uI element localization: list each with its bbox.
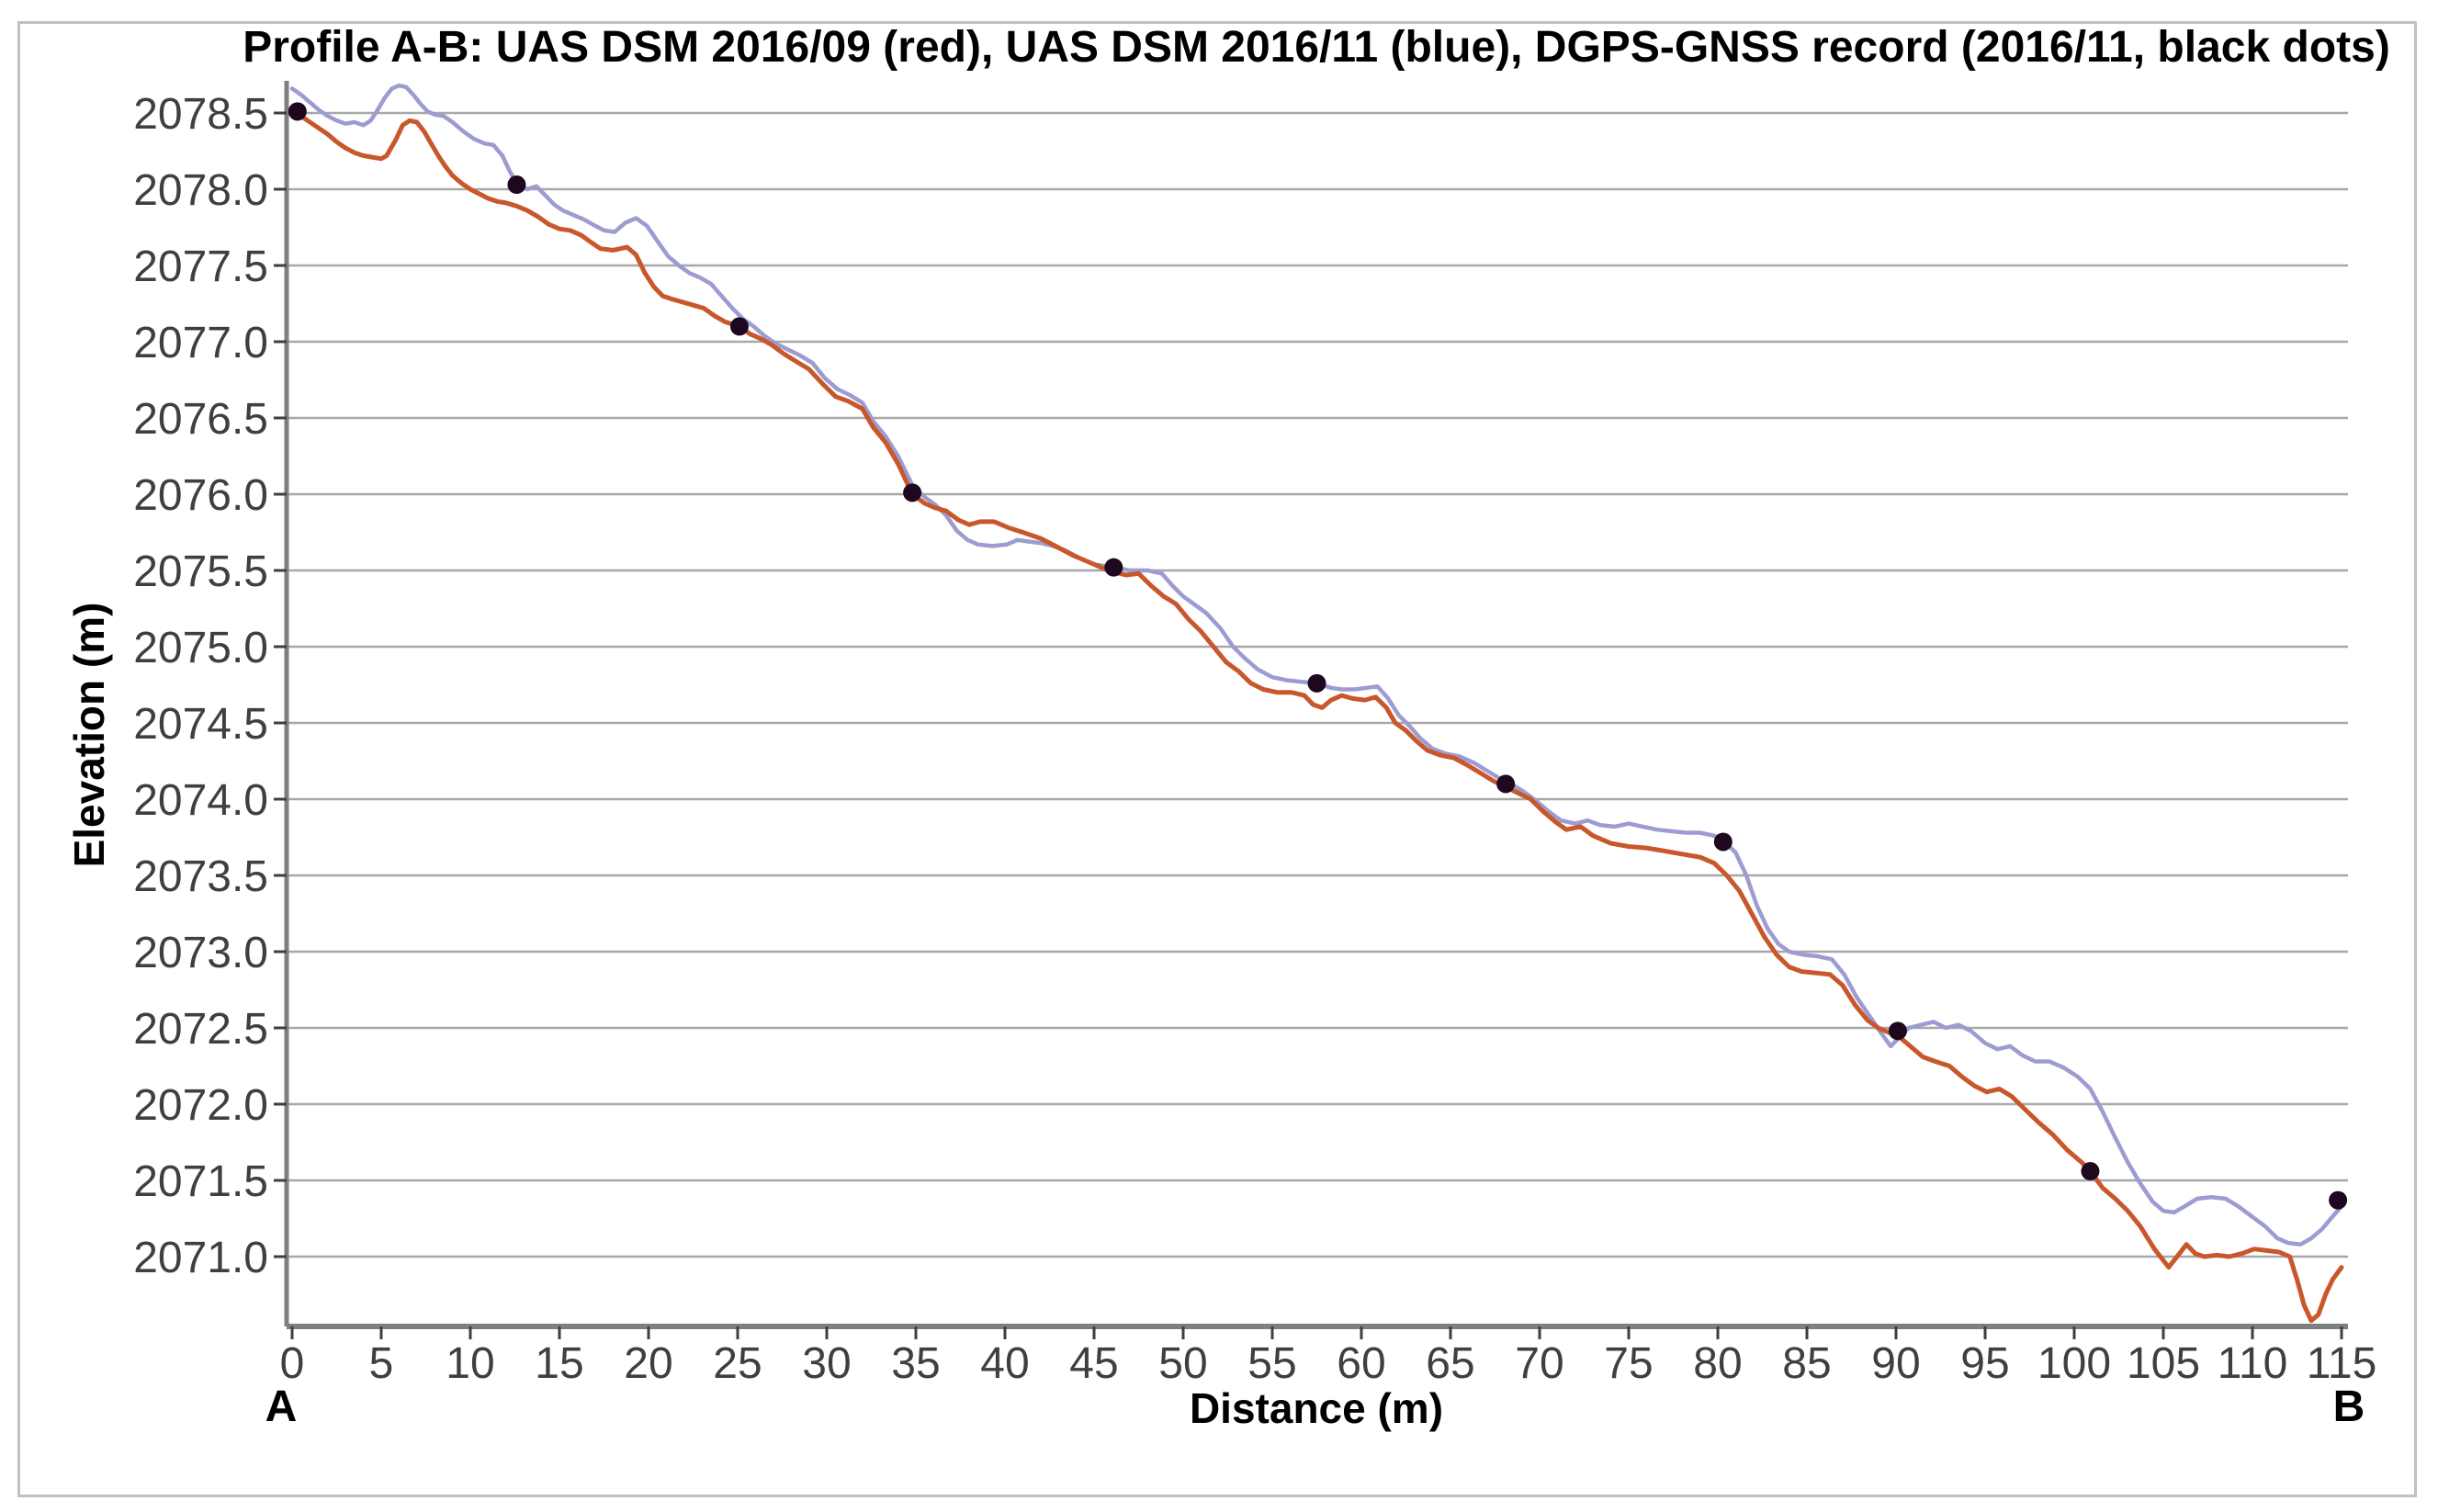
chart-border [17, 21, 2417, 1497]
x-tick-label: 30 [802, 1339, 851, 1388]
y-tick-label: 2072.5 [133, 1005, 268, 1054]
x-tick-label: 20 [624, 1339, 672, 1388]
x-tick-label: 75 [1604, 1339, 1653, 1388]
gnss-dot [1888, 1021, 1907, 1041]
gridlines-group [287, 111, 2348, 1258]
x-tick-label: 85 [1782, 1339, 1831, 1388]
x-tick-label: 40 [980, 1339, 1029, 1388]
y-tick-label: 2075.0 [133, 624, 268, 672]
endpoint-a-label: A [265, 1382, 298, 1431]
x-tick-label: 60 [1337, 1339, 1385, 1388]
y-tick-label: 2078.5 [133, 90, 268, 139]
y-tick-label: 2074.0 [133, 776, 268, 825]
tick-marks-group [274, 111, 2343, 1339]
endpoint-b-label: B [2332, 1382, 2365, 1431]
x-tick-label: 105 [2127, 1339, 2200, 1388]
gnss-dots-group [288, 102, 2348, 1210]
y-tick-label: 2077.5 [133, 243, 268, 291]
gnss-dot [1307, 673, 1326, 693]
y-tick-label: 2078.0 [133, 166, 268, 215]
x-tick-label: 45 [1069, 1339, 1118, 1388]
x-tick-label: 110 [2218, 1339, 2288, 1388]
x-tick-label: 70 [1515, 1339, 1563, 1388]
x-tick-label: 115 [2307, 1339, 2377, 1388]
x-tick-labels: 0 5 10 15 20 25 30 35 40 45 50 55 60 65 70 75 80 85 90 95 10… [280, 1339, 2377, 1388]
x-tick-label: 25 [713, 1339, 762, 1388]
chart-title: Profile A-B: UAS DSM 2016/09 (red), UAS … [243, 23, 2390, 72]
x-tick-label: 95 [1960, 1339, 2009, 1388]
gnss-dot [1496, 774, 1516, 794]
x-tick-label: 55 [1247, 1339, 1296, 1388]
x-tick-label: 100 [2037, 1339, 2111, 1388]
gnss-dot [288, 102, 307, 121]
gnss-dot [1104, 558, 1123, 577]
gnss-dot [1713, 832, 1733, 852]
axes-group [284, 81, 2348, 1329]
x-tick-label: 5 [369, 1339, 394, 1388]
y-tick-label: 2071.0 [133, 1234, 268, 1282]
y-tick-label: 2077.0 [133, 319, 268, 367]
y-axis-label: Elevation (m) [65, 602, 113, 868]
x-tick-label: 15 [535, 1339, 583, 1388]
gnss-dot [2329, 1190, 2348, 1210]
red-series-line [289, 110, 2344, 1324]
x-axis-label: Distance (m) [1189, 1384, 1444, 1432]
y-tick-label: 2076.0 [133, 471, 268, 520]
y-tick-label: 2072.0 [133, 1081, 268, 1130]
y-tick-label: 2074.5 [133, 700, 268, 749]
y-tick-label: 2073.0 [133, 929, 268, 977]
x-tick-label: 0 [280, 1339, 305, 1388]
blue-series-line [289, 83, 2344, 1247]
x-tick-label: 65 [1426, 1339, 1474, 1388]
gnss-dot [2081, 1162, 2100, 1181]
gnss-dot [903, 483, 922, 502]
y-tick-label: 2071.5 [133, 1157, 268, 1206]
y-tick-labels: 2078.5 2078.0 2077.5 2077.0 2076.5 2076.0 2075… [133, 90, 268, 1282]
x-tick-label: 10 [446, 1339, 494, 1388]
gnss-dot [507, 175, 526, 195]
x-tick-label: 50 [1158, 1339, 1207, 1388]
gnss-dot [729, 317, 749, 336]
y-tick-label: 2075.5 [133, 547, 268, 596]
x-tick-label: 80 [1693, 1339, 1742, 1388]
x-tick-label: 35 [891, 1339, 940, 1388]
y-tick-label: 2076.5 [133, 395, 268, 444]
x-tick-label: 90 [1871, 1339, 1920, 1388]
y-tick-label: 2073.5 [133, 852, 268, 901]
